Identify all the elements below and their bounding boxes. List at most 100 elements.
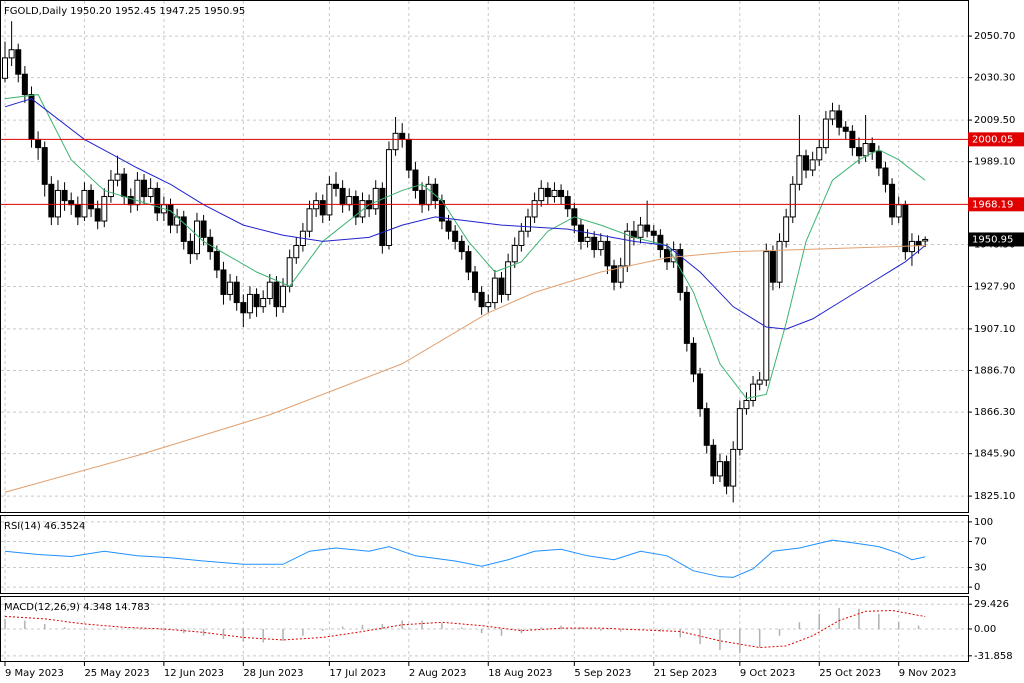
last-price-tag (968, 232, 1024, 247)
candle-body (597, 240, 604, 251)
x-tick-label: 2 Aug 2023 (409, 668, 467, 679)
candle-body (611, 265, 618, 283)
candle-body (657, 234, 664, 251)
candle-body (306, 208, 313, 232)
marks (1, 21, 968, 653)
candle-body (207, 236, 214, 253)
panel-title: FGOLD,Daily 1950.20 1952.45 1947.25 1950… (4, 6, 245, 17)
candle-body (617, 265, 624, 283)
candle-body (167, 204, 174, 226)
candle-body (240, 302, 247, 314)
candle-body (101, 196, 108, 222)
candle-body (472, 271, 479, 293)
candle-body (915, 240, 922, 246)
candle-body (769, 251, 776, 283)
candle-body (895, 204, 902, 218)
candle-body (48, 183, 55, 218)
candle-body (114, 173, 121, 181)
x-tick-label: 21 Sep 2023 (654, 668, 717, 679)
candle-body (743, 399, 750, 410)
y-tick-label: 100 (974, 517, 993, 528)
y-tick-label: -31.858 (974, 651, 1013, 662)
candle-body (683, 291, 690, 344)
candle-body (445, 220, 452, 232)
candle-body (326, 183, 333, 216)
candle-body (187, 240, 194, 255)
candle-body (677, 249, 684, 293)
x-tick-label: 25 Oct 2023 (819, 668, 881, 679)
panel-title: MACD(12,26,9) 4.348 14.783 (4, 602, 150, 613)
level-label: 1968.19 (972, 199, 1013, 210)
candle-body (35, 138, 42, 149)
candle-body (498, 277, 505, 295)
labels: FGOLD,Daily 1950.20 1952.45 1947.25 1950… (4, 6, 1024, 679)
candle-body (432, 183, 439, 202)
candle-body (697, 373, 704, 410)
candle-body (558, 189, 565, 198)
y-tick-label: 30 (974, 563, 987, 574)
rsi-panel (0, 515, 969, 594)
y-tick-label: 1845.90 (974, 449, 1015, 460)
candle-body (273, 281, 280, 308)
x-tick-label: 25 May 2023 (84, 668, 149, 679)
candle-body (21, 73, 28, 96)
candle-body (2, 57, 8, 79)
candle-body (723, 461, 730, 487)
candle-body (730, 448, 737, 487)
x-tick-label: 28 Jun 2023 (243, 668, 303, 679)
candle-body (154, 187, 161, 214)
candle-body (94, 208, 101, 222)
candle-body (465, 251, 472, 273)
candle-body (200, 220, 207, 238)
candle-body (392, 132, 399, 151)
candle-body (61, 189, 68, 202)
candle-body (121, 173, 128, 198)
candle-body (789, 183, 796, 218)
candle-body (333, 183, 339, 189)
candle-body (624, 230, 631, 267)
candle-body (339, 187, 346, 206)
y-tick-label: 70 (974, 536, 987, 547)
candle-body (591, 236, 598, 251)
candle-body (54, 189, 61, 218)
indicator-line (4, 539, 926, 578)
candle-body (478, 291, 485, 308)
candle-body (710, 444, 717, 477)
candle-body (107, 179, 114, 198)
candle-body (544, 187, 551, 198)
candle-body (253, 293, 260, 308)
y-tick-label: 0 (974, 582, 980, 593)
x-tick-label: 9 Oct 2023 (740, 668, 795, 679)
candle-body (141, 179, 148, 198)
x-tick-label: 17 Jul 2023 (329, 668, 386, 679)
candle-body (213, 251, 220, 271)
candle-body (227, 281, 234, 295)
candle-body (664, 249, 670, 263)
candle-body (836, 110, 843, 128)
candle-body (452, 230, 459, 242)
candle-body (584, 236, 591, 242)
candle-body (74, 204, 81, 218)
candle-body (902, 204, 909, 253)
candle-body (763, 251, 770, 381)
candle-body (280, 285, 287, 308)
candle-body (531, 200, 538, 218)
candle-body (419, 189, 426, 206)
candle-body (8, 49, 15, 59)
candle-body (485, 302, 492, 308)
x-tick-label: 9 Nov 2023 (899, 668, 957, 679)
candle-body (88, 189, 95, 210)
candle-body (750, 383, 757, 401)
candle-body (81, 189, 88, 218)
candle-body (399, 132, 406, 140)
candle-body (829, 110, 836, 120)
candle-body (889, 183, 896, 218)
candle-body (822, 118, 829, 149)
candle-body (644, 224, 651, 232)
candle-body (551, 189, 558, 198)
candle-body (703, 408, 710, 446)
panel-title: RSI(14) 46.3524 (4, 521, 85, 532)
y-tick-label: 1907.10 (974, 324, 1015, 335)
candle-body (458, 240, 465, 253)
